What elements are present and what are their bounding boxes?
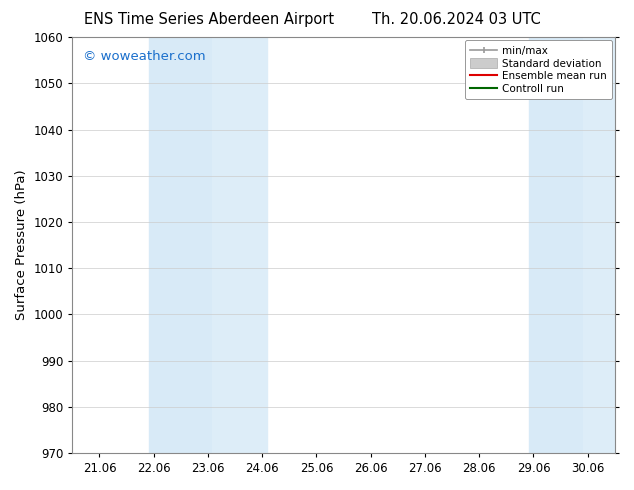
- Y-axis label: Surface Pressure (hPa): Surface Pressure (hPa): [15, 170, 28, 320]
- Bar: [583, 37, 615, 453]
- Bar: [529, 37, 583, 453]
- Bar: [212, 37, 266, 453]
- Text: Th. 20.06.2024 03 UTC: Th. 20.06.2024 03 UTC: [372, 12, 541, 27]
- Text: ENS Time Series Aberdeen Airport: ENS Time Series Aberdeen Airport: [84, 12, 334, 27]
- Bar: [150, 37, 212, 453]
- Legend: min/max, Standard deviation, Ensemble mean run, Controll run: min/max, Standard deviation, Ensemble me…: [465, 40, 612, 99]
- Text: © woweather.com: © woweather.com: [83, 49, 206, 63]
